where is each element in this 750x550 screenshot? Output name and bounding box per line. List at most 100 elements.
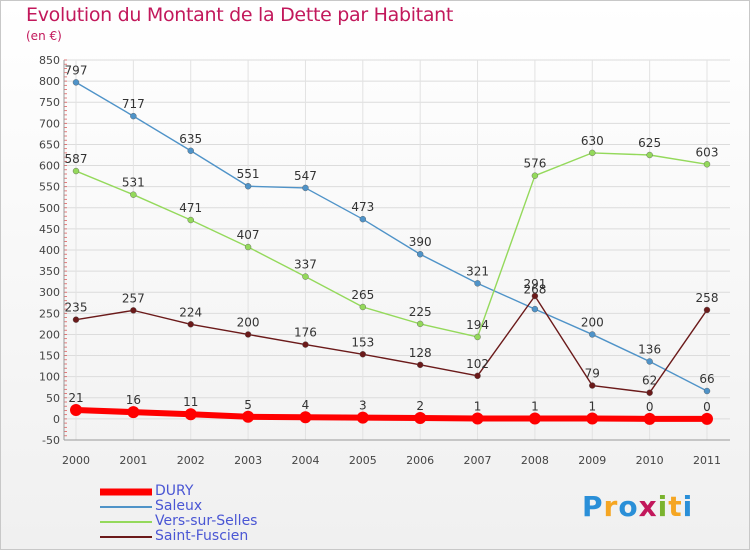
data-label: 176 <box>294 326 317 340</box>
data-point <box>359 351 367 358</box>
data-point <box>356 411 369 424</box>
data-label: 531 <box>122 176 145 190</box>
data-label: 0 <box>646 400 654 414</box>
data-point <box>130 307 137 314</box>
data-point <box>589 149 596 157</box>
data-point <box>302 184 309 192</box>
y-tick-label: 0 <box>53 413 60 426</box>
y-tick-label: 450 <box>39 223 60 236</box>
data-label: 587 <box>65 152 88 166</box>
data-point <box>244 183 252 190</box>
chart-title: Evolution du Montant de la Dette par Hab… <box>26 4 454 26</box>
x-tick-label: 2009 <box>578 454 606 467</box>
legend-label: Saint-Fuscien <box>155 528 249 544</box>
data-label: 136 <box>638 342 661 356</box>
data-label: 1 <box>474 399 482 413</box>
data-label: 268 <box>523 283 546 297</box>
data-point <box>299 411 312 424</box>
data-label: 390 <box>409 235 432 249</box>
data-label: 128 <box>409 346 432 360</box>
data-point <box>416 320 424 328</box>
data-label: 200 <box>581 315 604 329</box>
data-label: 717 <box>122 97 145 111</box>
data-label: 153 <box>351 335 374 349</box>
data-point <box>72 167 80 175</box>
data-label: 4 <box>302 398 310 412</box>
data-label: 547 <box>294 169 317 183</box>
data-label: 224 <box>179 305 202 319</box>
logo-letter: o <box>618 490 639 523</box>
data-point <box>701 412 713 425</box>
series-line-saleux <box>75 81 708 392</box>
series-line-saint-fuscien <box>75 295 708 394</box>
data-point <box>474 333 481 341</box>
data-point <box>244 243 252 251</box>
data-point <box>474 372 481 380</box>
x-tick-label: 2004 <box>291 454 319 467</box>
data-label: 258 <box>696 291 719 305</box>
data-label: 257 <box>122 291 145 305</box>
y-tick-label: 750 <box>39 96 60 109</box>
data-label: 225 <box>409 305 432 319</box>
data-label: 102 <box>466 357 489 371</box>
proxiti-logo: Proxiti <box>582 490 693 523</box>
data-label: 21 <box>68 391 83 405</box>
x-tick-label: 2011 <box>693 454 721 467</box>
chart-subtitle: (en €) <box>26 29 62 43</box>
data-label: 5 <box>244 398 252 412</box>
x-tick-label: 2002 <box>177 454 205 467</box>
y-tick-label: 300 <box>39 286 60 299</box>
legend-label: DURY <box>155 483 194 499</box>
data-point <box>531 292 539 300</box>
y-tick-label: 600 <box>39 160 60 173</box>
y-tick-label: 700 <box>39 117 60 130</box>
logo-letter: i <box>657 490 669 523</box>
data-point <box>184 408 197 421</box>
x-tick-label: 2005 <box>349 454 377 467</box>
legend-label: Vers-sur-Selles <box>155 513 258 529</box>
data-point <box>646 389 653 396</box>
data-label: 16 <box>126 393 141 407</box>
y-tick-label: 250 <box>39 307 60 320</box>
data-point <box>187 147 194 154</box>
data-point <box>130 112 137 120</box>
data-point <box>127 406 140 419</box>
data-label: 291 <box>523 277 546 291</box>
data-point <box>474 280 481 287</box>
data-point <box>187 321 194 328</box>
data-point <box>531 172 539 179</box>
data-label: 337 <box>294 258 317 272</box>
data-label: 200 <box>237 315 260 329</box>
logo-letter: x <box>638 490 658 523</box>
data-point <box>589 382 596 389</box>
data-label: 265 <box>351 288 374 302</box>
y-tick-label: 850 <box>39 54 60 67</box>
y-tick-label: 550 <box>39 181 60 194</box>
data-label: 62 <box>642 374 657 388</box>
data-point <box>70 404 82 417</box>
data-label: 79 <box>585 367 600 381</box>
data-label: 407 <box>237 228 260 242</box>
x-tick-label: 2010 <box>636 454 664 467</box>
data-point <box>703 306 711 314</box>
y-tick-label: 350 <box>39 265 60 278</box>
x-tick-label: 2008 <box>521 454 549 467</box>
data-point <box>302 341 309 348</box>
logo-letter: r <box>603 490 619 523</box>
data-label: 2 <box>416 399 424 413</box>
y-tick-label: 150 <box>39 350 60 363</box>
data-point <box>242 410 255 423</box>
data-point <box>646 151 653 159</box>
data-label: 11 <box>183 395 198 409</box>
data-label: 1 <box>531 399 539 413</box>
data-label: 797 <box>65 63 88 77</box>
y-tick-label: 400 <box>39 244 60 257</box>
data-label: 194 <box>466 318 489 332</box>
y-tick-label: 500 <box>39 202 60 215</box>
data-point <box>703 387 711 395</box>
y-tick-label: 800 <box>39 75 60 88</box>
data-point <box>72 79 80 86</box>
data-label: 576 <box>523 157 546 171</box>
